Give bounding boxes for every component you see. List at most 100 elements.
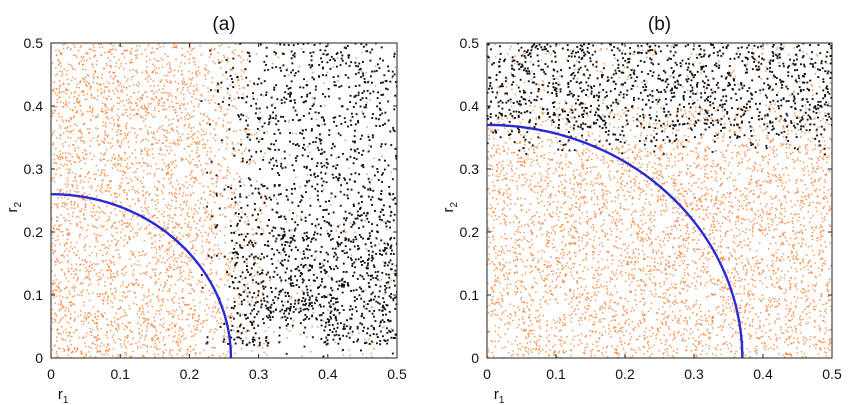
scatter-point [123,292,125,294]
scatter-point [289,94,292,96]
scatter-point [83,59,85,62]
scatter-point [69,301,72,303]
scatter-point [175,309,178,311]
scatter-point [117,141,119,144]
scatter-point [238,325,241,328]
scatter-point [116,134,118,136]
scatter-point [379,339,382,342]
scatter-point [260,183,263,186]
scatter-point [256,271,259,274]
scatter-point [381,271,384,274]
scatter-point [175,45,178,47]
scatter-point [232,270,235,272]
scatter-point [52,237,54,240]
scatter-point [384,222,387,225]
scatter-point [377,301,380,304]
scatter-point [239,129,241,131]
scatter-point [183,80,185,83]
scatter-point [190,226,193,229]
scatter-point [143,104,146,106]
scatter-point [124,49,126,51]
scatter-point [100,269,103,271]
scatter-point [250,243,252,245]
scatter-point [256,300,258,302]
scatter-point [352,221,355,224]
scatter-point [277,297,280,300]
scatter-point [62,44,64,46]
scatter-point [58,87,60,90]
scatter-point [388,329,391,332]
scatter-point [278,251,281,254]
scatter-point [96,351,98,353]
scatter-point [326,230,328,232]
scatter-point [122,291,124,293]
scatter-point [197,279,200,282]
scatter-point [55,67,57,69]
scatter-point [188,292,190,295]
scatter-point [358,68,361,71]
scatter-point [236,222,239,225]
scatter-point [103,296,105,299]
scatter-point [97,310,100,313]
scatter-point [64,328,67,331]
scatter-point [293,183,296,185]
scatter-point [167,92,169,95]
scatter-point [67,297,69,299]
scatter-point [148,288,150,291]
scatter-point [213,137,215,140]
scatter-point [361,323,364,326]
scatter-point [63,272,66,275]
scatter-point [368,144,370,147]
scatter-point [330,304,332,306]
scatter-point [341,54,344,57]
scatter-point [218,163,220,165]
scatter-point [98,350,101,353]
scatter-point [123,138,125,140]
scatter-point [143,321,146,323]
scatter-point [237,287,239,290]
scatter-point [223,54,225,57]
scatter-point [316,318,318,321]
scatter-point [283,233,286,236]
scatter-point [79,100,81,102]
scatter-point [167,165,170,167]
scatter-point [348,167,350,169]
scatter-point [87,224,89,227]
scatter-point [352,238,355,241]
scatter-point [267,147,270,150]
scatter-point [253,308,255,311]
scatter-point [127,133,129,135]
scatter-point [194,305,196,307]
scatter-point [210,215,213,218]
scatter-point [299,201,302,203]
scatter-point [215,89,217,91]
scatter-point [160,79,163,81]
scatter-point [316,250,318,252]
scatter-point [99,249,101,251]
scatter-point [59,134,61,136]
scatter-point [151,90,154,92]
scatter-point [243,244,245,247]
scatter-point [288,154,291,156]
scatter-point [171,275,173,277]
scatter-point [65,92,67,95]
scatter-point [120,285,122,287]
scatter-point [186,304,188,306]
scatter-point [96,211,98,213]
scatter-point [61,202,64,204]
scatter-point [387,164,390,167]
scatter-point [146,107,149,110]
scatter-point [168,208,171,210]
scatter-point [161,299,163,301]
scatter-point [58,287,60,289]
scatter-point [195,98,197,100]
scatter-point [121,211,124,213]
scatter-point [85,84,87,86]
scatter-point [125,126,128,128]
scatter-point [210,53,212,55]
scatter-point [375,284,377,286]
scatter-point [269,114,272,117]
scatter-point [370,306,373,309]
scatter-point [295,176,297,178]
scatter-point [196,84,198,86]
